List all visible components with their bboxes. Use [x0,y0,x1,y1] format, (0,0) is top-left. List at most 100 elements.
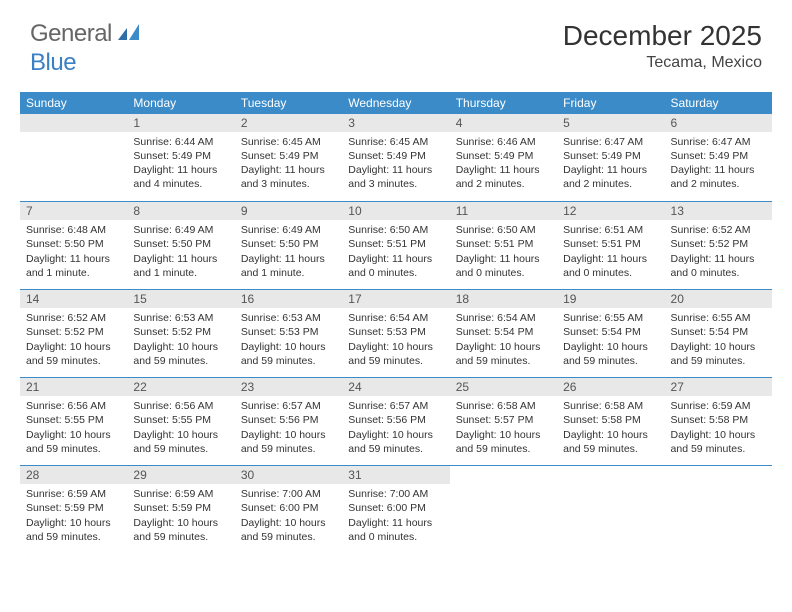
day-content: Sunrise: 6:45 AMSunset: 5:49 PMDaylight:… [342,132,449,195]
day-content: Sunrise: 6:49 AMSunset: 5:50 PMDaylight:… [235,220,342,283]
calendar-day-cell: 23Sunrise: 6:57 AMSunset: 5:56 PMDayligh… [235,378,342,466]
day-number: 11 [450,202,557,220]
day-content: Sunrise: 6:58 AMSunset: 5:57 PMDaylight:… [450,396,557,459]
calendar-day-cell: 18Sunrise: 6:54 AMSunset: 5:54 PMDayligh… [450,290,557,378]
day-number: 1 [127,114,234,132]
calendar-day-cell: 31Sunrise: 7:00 AMSunset: 6:00 PMDayligh… [342,466,449,554]
day-content: Sunrise: 6:50 AMSunset: 5:51 PMDaylight:… [342,220,449,283]
day-number: 28 [20,466,127,484]
day-number: 15 [127,290,234,308]
calendar-day-cell: 4Sunrise: 6:46 AMSunset: 5:49 PMDaylight… [450,114,557,202]
day-content: Sunrise: 6:59 AMSunset: 5:58 PMDaylight:… [665,396,772,459]
day-content: Sunrise: 6:47 AMSunset: 5:49 PMDaylight:… [665,132,772,195]
calendar-week-row: 7Sunrise: 6:48 AMSunset: 5:50 PMDaylight… [20,202,772,290]
calendar-empty-cell [665,466,772,554]
month-title: December 2025 [563,20,762,52]
day-of-week-header-row: SundayMondayTuesdayWednesdayThursdayFrid… [20,92,772,114]
calendar-empty-cell [557,466,664,554]
calendar-day-cell: 2Sunrise: 6:45 AMSunset: 5:49 PMDaylight… [235,114,342,202]
day-content: Sunrise: 6:58 AMSunset: 5:58 PMDaylight:… [557,396,664,459]
page-header: General Blue December 2025 Tecama, Mexic… [0,0,792,87]
calendar-day-cell: 3Sunrise: 6:45 AMSunset: 5:49 PMDaylight… [342,114,449,202]
day-content: Sunrise: 6:52 AMSunset: 5:52 PMDaylight:… [665,220,772,283]
day-content: Sunrise: 6:54 AMSunset: 5:53 PMDaylight:… [342,308,449,371]
logo-sail-icon [118,21,140,49]
blank-day-bar [20,114,127,132]
day-content: Sunrise: 6:44 AMSunset: 5:49 PMDaylight:… [127,132,234,195]
calendar-day-cell: 13Sunrise: 6:52 AMSunset: 5:52 PMDayligh… [665,202,772,290]
day-content: Sunrise: 6:56 AMSunset: 5:55 PMDaylight:… [127,396,234,459]
calendar-day-cell: 11Sunrise: 6:50 AMSunset: 5:51 PMDayligh… [450,202,557,290]
day-content: Sunrise: 7:00 AMSunset: 6:00 PMDaylight:… [342,484,449,547]
day-number: 31 [342,466,449,484]
day-header: Wednesday [342,92,449,114]
day-content: Sunrise: 6:57 AMSunset: 5:56 PMDaylight:… [235,396,342,459]
title-block: December 2025 Tecama, Mexico [563,20,762,72]
day-content: Sunrise: 6:51 AMSunset: 5:51 PMDaylight:… [557,220,664,283]
calendar-day-cell: 30Sunrise: 7:00 AMSunset: 6:00 PMDayligh… [235,466,342,554]
day-number: 14 [20,290,127,308]
day-content: Sunrise: 6:54 AMSunset: 5:54 PMDaylight:… [450,308,557,371]
day-content: Sunrise: 6:57 AMSunset: 5:56 PMDaylight:… [342,396,449,459]
calendar-week-row: 28Sunrise: 6:59 AMSunset: 5:59 PMDayligh… [20,466,772,554]
calendar-day-cell: 1Sunrise: 6:44 AMSunset: 5:49 PMDaylight… [127,114,234,202]
day-number: 29 [127,466,234,484]
calendar-table: SundayMondayTuesdayWednesdayThursdayFrid… [20,92,772,554]
day-number: 25 [450,378,557,396]
location-label: Tecama, Mexico [563,54,762,72]
calendar-day-cell: 19Sunrise: 6:55 AMSunset: 5:54 PMDayligh… [557,290,664,378]
day-content: Sunrise: 7:00 AMSunset: 6:00 PMDaylight:… [235,484,342,547]
day-number: 13 [665,202,772,220]
day-header: Friday [557,92,664,114]
calendar-day-cell: 20Sunrise: 6:55 AMSunset: 5:54 PMDayligh… [665,290,772,378]
calendar-day-cell: 24Sunrise: 6:57 AMSunset: 5:56 PMDayligh… [342,378,449,466]
calendar-day-cell: 15Sunrise: 6:53 AMSunset: 5:52 PMDayligh… [127,290,234,378]
day-content: Sunrise: 6:59 AMSunset: 5:59 PMDaylight:… [127,484,234,547]
day-number: 4 [450,114,557,132]
day-number: 27 [665,378,772,396]
calendar-day-cell: 9Sunrise: 6:49 AMSunset: 5:50 PMDaylight… [235,202,342,290]
day-header: Thursday [450,92,557,114]
day-content: Sunrise: 6:59 AMSunset: 5:59 PMDaylight:… [20,484,127,547]
day-number: 17 [342,290,449,308]
calendar-week-row: 14Sunrise: 6:52 AMSunset: 5:52 PMDayligh… [20,290,772,378]
calendar-week-row: 1Sunrise: 6:44 AMSunset: 5:49 PMDaylight… [20,114,772,202]
day-content: Sunrise: 6:55 AMSunset: 5:54 PMDaylight:… [557,308,664,371]
calendar-day-cell: 10Sunrise: 6:50 AMSunset: 5:51 PMDayligh… [342,202,449,290]
day-number: 26 [557,378,664,396]
day-content: Sunrise: 6:47 AMSunset: 5:49 PMDaylight:… [557,132,664,195]
calendar-day-cell: 6Sunrise: 6:47 AMSunset: 5:49 PMDaylight… [665,114,772,202]
day-number: 24 [342,378,449,396]
day-number: 10 [342,202,449,220]
day-number: 30 [235,466,342,484]
day-number: 7 [20,202,127,220]
logo-text-general: General [30,20,112,47]
day-content: Sunrise: 6:45 AMSunset: 5:49 PMDaylight:… [235,132,342,195]
calendar-day-cell: 26Sunrise: 6:58 AMSunset: 5:58 PMDayligh… [557,378,664,466]
day-number: 21 [20,378,127,396]
day-number: 5 [557,114,664,132]
day-content: Sunrise: 6:48 AMSunset: 5:50 PMDaylight:… [20,220,127,283]
day-number: 12 [557,202,664,220]
day-content: Sunrise: 6:55 AMSunset: 5:54 PMDaylight:… [665,308,772,371]
calendar-body: 1Sunrise: 6:44 AMSunset: 5:49 PMDaylight… [20,114,772,554]
day-number: 3 [342,114,449,132]
day-content: Sunrise: 6:46 AMSunset: 5:49 PMDaylight:… [450,132,557,195]
day-header: Monday [127,92,234,114]
calendar-day-cell: 25Sunrise: 6:58 AMSunset: 5:57 PMDayligh… [450,378,557,466]
logo: General Blue [30,20,140,77]
calendar-empty-cell [450,466,557,554]
calendar-day-cell: 29Sunrise: 6:59 AMSunset: 5:59 PMDayligh… [127,466,234,554]
logo-text-blue: Blue [30,49,76,76]
day-content: Sunrise: 6:56 AMSunset: 5:55 PMDaylight:… [20,396,127,459]
calendar-day-cell: 16Sunrise: 6:53 AMSunset: 5:53 PMDayligh… [235,290,342,378]
day-header: Saturday [665,92,772,114]
calendar-day-cell: 7Sunrise: 6:48 AMSunset: 5:50 PMDaylight… [20,202,127,290]
day-header: Tuesday [235,92,342,114]
day-number: 8 [127,202,234,220]
calendar-day-cell: 5Sunrise: 6:47 AMSunset: 5:49 PMDaylight… [557,114,664,202]
calendar-week-row: 21Sunrise: 6:56 AMSunset: 5:55 PMDayligh… [20,378,772,466]
calendar-day-cell: 12Sunrise: 6:51 AMSunset: 5:51 PMDayligh… [557,202,664,290]
calendar-day-cell: 28Sunrise: 6:59 AMSunset: 5:59 PMDayligh… [20,466,127,554]
day-header: Sunday [20,92,127,114]
